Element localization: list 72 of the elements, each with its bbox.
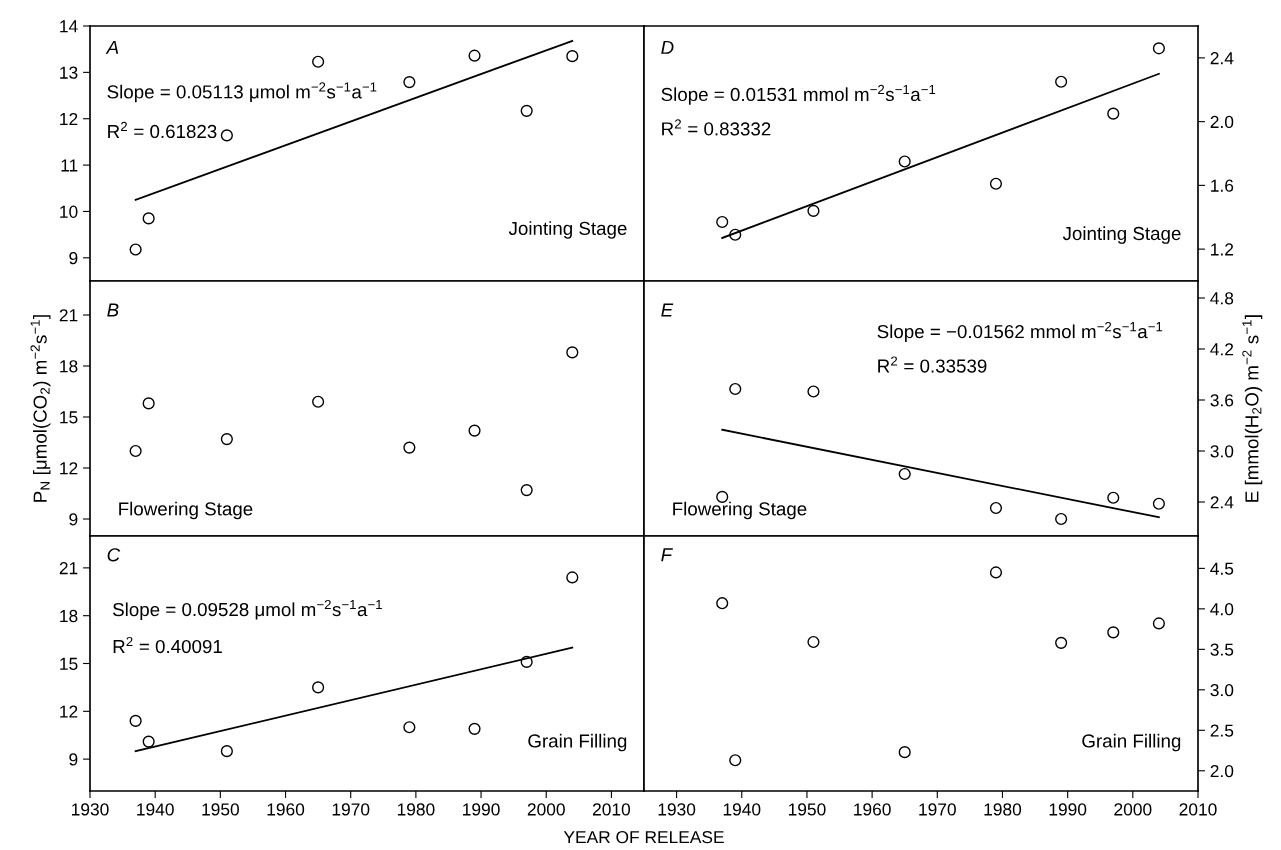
y-tick-label: 4.0 <box>1210 603 1234 616</box>
x-tick-label: 1950 <box>788 803 826 816</box>
x-tick-label: 1980 <box>397 803 435 816</box>
x-tick-label: 1930 <box>72 803 109 816</box>
y-tick-label: 21 <box>59 562 78 575</box>
y-tick-label: 10 <box>60 205 78 218</box>
y-tick-label: 13 <box>60 66 78 79</box>
annotation: Flowering Stage <box>119 501 253 520</box>
y-tick-label: 2.4 <box>1210 52 1234 65</box>
annotation: Jointing Stage <box>1062 226 1181 244</box>
annotation: E <box>661 303 674 317</box>
y-tick-label: 2.0 <box>1210 115 1234 129</box>
y-tick-label: 15 <box>60 657 78 670</box>
y-tick-label: 12 <box>60 112 78 126</box>
y-tick-label: 15 <box>60 411 78 424</box>
y-tick-label: 1.6 <box>1211 179 1234 192</box>
x-tick-label: 2010 <box>592 803 631 816</box>
annotation: Slope = 0.01531 mmol m$^{−2}$s$^{−1}$a$^{−1}$ <box>661 84 936 105</box>
annotation: Grain Filling <box>528 733 627 752</box>
annotation: Grain Filling <box>1082 733 1181 752</box>
annotation: R$^{2}$ = 0.83332 <box>662 119 771 136</box>
annotation: Slope = 0.09528 μmol m$^{−2}$s$^{−1}$a$^{−1}$ <box>113 599 382 620</box>
y-tick-label: 9 <box>69 513 78 526</box>
annotation: R$^{2}$ = 0.40091 <box>113 636 222 654</box>
y-tick-label: 2.5 <box>1210 724 1234 737</box>
y-tick-label: 12 <box>60 462 78 475</box>
annotation: Slope = 0.05113 μmol m$^{−2}$s$^{−1}$a$^{−1}$ <box>107 82 377 103</box>
y-tick-label: 9 <box>69 251 78 265</box>
x-tick-label: 1940 <box>137 803 174 816</box>
annotation: C <box>107 548 121 562</box>
y-tick-label: 9 <box>69 753 78 766</box>
y-tick-label: 11 <box>61 159 78 172</box>
annotation: Jointing Stage <box>508 221 627 239</box>
annotation: B <box>107 303 119 317</box>
x-tick-label: 2000 <box>527 803 565 816</box>
y-tick-label: 2.0 <box>1210 764 1234 778</box>
annotation: A <box>105 40 119 54</box>
x-tick-label: 1980 <box>984 803 1022 816</box>
y-tick-label: 4.2 <box>1210 343 1234 356</box>
x-tick-label: 1970 <box>919 803 956 816</box>
x-tick-label: 1990 <box>1049 803 1087 816</box>
y-tick-label: 18 <box>60 360 78 373</box>
annotation: Slope = −0.01562 mmol m$^{−2}$s$^{−1}$a$^{−1}$ <box>877 321 1163 342</box>
y-tick-label: 3.6 <box>1210 394 1234 407</box>
y-tick-label: 4.5 <box>1210 562 1234 575</box>
annotation: D <box>661 40 674 54</box>
x-tick-label: 2000 <box>1114 803 1152 816</box>
y-axis-title: E [mmol(H$_{2}$O) m$^{−2}$ s$^{−1}$] <box>1242 315 1263 502</box>
y-tick-label: 4.8 <box>1210 292 1234 305</box>
y-tick-label: 3.5 <box>1210 643 1234 656</box>
x-tick-label: 2010 <box>1179 803 1217 816</box>
annotation: R$^{2}$ = 0.33539 <box>878 356 987 373</box>
annotation: F <box>661 548 673 562</box>
y-tick-label: 21 <box>59 309 78 322</box>
annotation: R$^{2}$ = 0.61823 <box>108 121 217 139</box>
text: P$_{N}$ [μmol(CO$_{2}$) m$^{−2}$s$^{−1}$] <box>30 315 51 502</box>
y-tick-label: 2.4 <box>1210 496 1234 509</box>
x-axis-title: YEAR OF RELEASE <box>563 830 724 844</box>
y-tick-label: 18 <box>60 609 78 623</box>
y-tick-label: 3.0 <box>1210 683 1234 697</box>
y-tick-label: 3.0 <box>1210 445 1234 458</box>
x-tick-label: 1950 <box>202 803 239 816</box>
y-tick-label: 12 <box>60 705 78 718</box>
annotation: Flowering Stage <box>673 501 807 520</box>
x-tick-label: 1960 <box>854 803 891 816</box>
x-tick-label: 1990 <box>463 803 500 816</box>
x-tick-label: 1930 <box>658 803 696 816</box>
y-tick-label: 1.2 <box>1211 243 1234 256</box>
x-tick-label: 1970 <box>332 803 370 816</box>
x-tick-label: 1960 <box>267 803 305 816</box>
x-tick-label: 1940 <box>723 803 761 816</box>
y-tick-label: 14 <box>60 20 78 33</box>
